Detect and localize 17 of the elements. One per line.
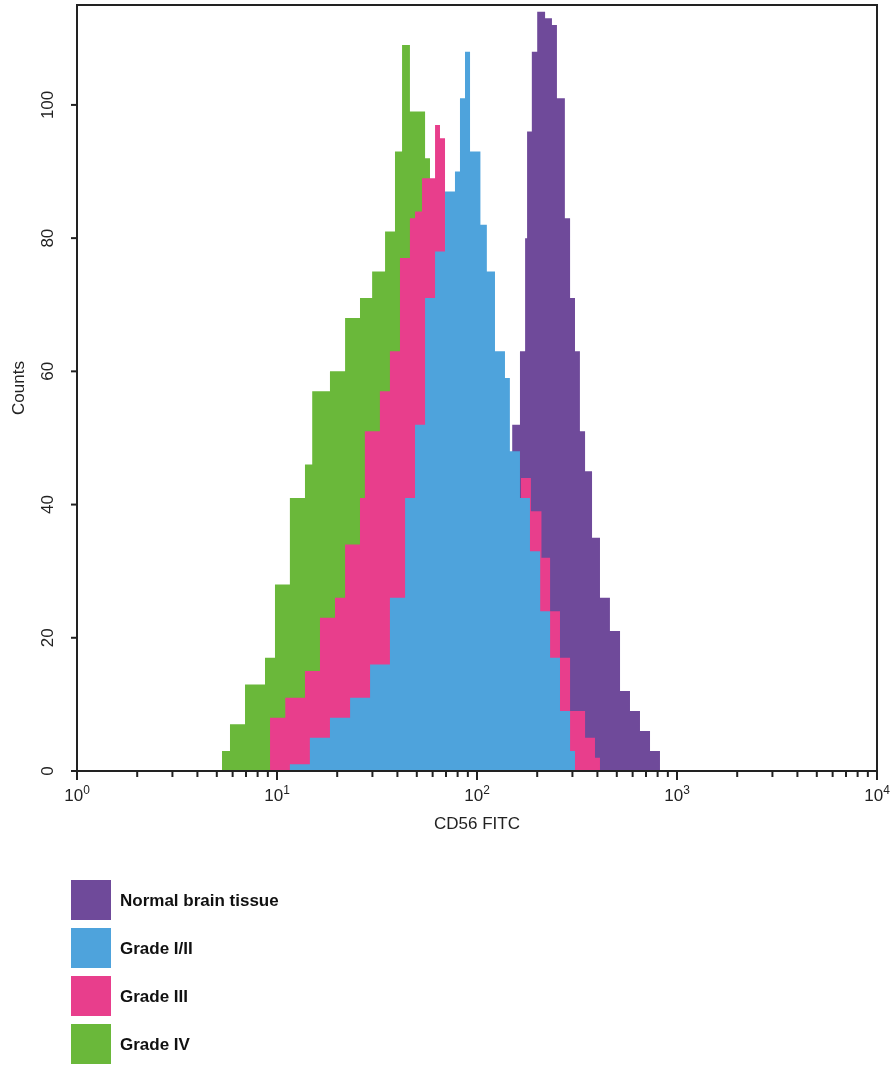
y-tick-label: 80 bbox=[37, 228, 57, 248]
y-tick-label: 20 bbox=[37, 628, 57, 648]
x-tick-label: 10$^{0}$ bbox=[64, 783, 91, 805]
legend-label: Grade III bbox=[120, 987, 189, 1006]
x-tick-label: 10$^{1}$ bbox=[264, 783, 291, 805]
y-tick-label: 100 bbox=[37, 90, 57, 120]
legend-label: Grade I/II bbox=[120, 939, 193, 958]
x-tick-label: 10$^{4}$ bbox=[864, 783, 891, 805]
y-tick-label: 60 bbox=[37, 361, 57, 381]
y-axis-title: Counts bbox=[8, 361, 28, 415]
y-tick-label: 40 bbox=[37, 495, 57, 515]
legend-label: Grade IV bbox=[120, 1035, 191, 1054]
legend-label: Normal brain tissue bbox=[120, 891, 279, 910]
x-axis-title: CD56 FITC bbox=[434, 814, 520, 833]
y-tick-label: 0 bbox=[37, 766, 57, 776]
x-tick-label: 10$^{3}$ bbox=[664, 783, 691, 805]
x-tick-label: 10$^{2}$ bbox=[464, 783, 491, 805]
